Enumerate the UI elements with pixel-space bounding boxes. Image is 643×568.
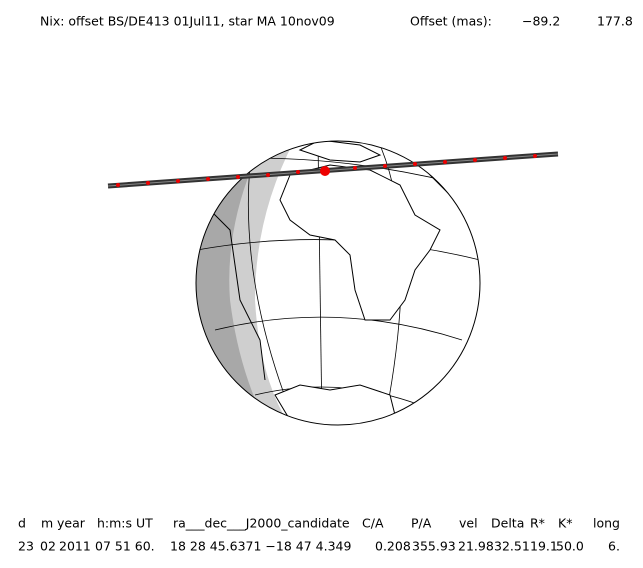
column-header: Delta [491,516,524,531]
time-tick [146,181,150,185]
shadow-centerline [107,153,559,187]
offset-label: Offset (mas): [410,14,492,29]
cell: 07 51 60. [95,539,155,554]
grid-line [254,386,421,406]
offset-x: −89.2 [522,14,560,29]
column-header: R* [530,516,545,531]
time-tick [443,160,447,164]
cell: 23 [18,539,34,554]
column-header: C/A [362,516,384,531]
time-ticks [116,154,537,187]
cell: 6. [608,539,620,554]
column-header: h:m:s UT [97,516,153,531]
column-header: ra___dec___J2000_candidate [173,516,350,531]
column-header: year [57,516,86,531]
time-tick [296,170,300,174]
time-tick [533,154,537,158]
cell: 50.0 [556,539,584,554]
time-tick [473,158,477,162]
time-tick [353,166,357,170]
antarctica [274,384,396,425]
cell: 18 28 45.6371 −18 47 4.349 [170,539,351,554]
globe-content [196,141,480,425]
time-tick [413,162,417,166]
time-tick [236,175,240,179]
globe [195,140,481,426]
cell: 21.98 [458,539,494,554]
africa [279,164,441,321]
time-tick [503,156,507,160]
cell: 32.51 [494,539,530,554]
time-tick [176,179,180,183]
cell: 02 [40,539,56,554]
grid-line [214,316,463,341]
cell: 0.208 [375,539,411,554]
column-header: m [41,516,53,531]
time-tick [266,173,270,177]
column-header: K* [558,516,572,531]
column-header: vel [459,516,478,531]
south-america-coast [199,199,266,381]
meridian [247,164,291,411]
time-tick [206,177,210,181]
event-table: d m year h:m:s UT ra___dec___J2000_candidate… [18,516,620,554]
column-header: d [18,516,26,531]
globe-outline [195,140,481,426]
europe [298,141,382,163]
night-zone [196,141,275,425]
column-header: long [593,516,620,531]
cell: 2011 [59,539,91,554]
time-tick [383,164,387,168]
closest-approach [320,166,330,176]
occultation-track [107,151,559,189]
offset-y: 177.8 [597,14,633,29]
title-line: Nix: offset BS/DE413 01Jul11, star MA 10… [40,14,633,29]
cell: 355.93 [412,539,456,554]
cell: 19.1 [530,539,558,554]
time-tick [116,183,120,187]
title: Nix: offset BS/DE413 01Jul11, star MA 10… [40,14,335,29]
column-header: P/A [411,516,432,531]
